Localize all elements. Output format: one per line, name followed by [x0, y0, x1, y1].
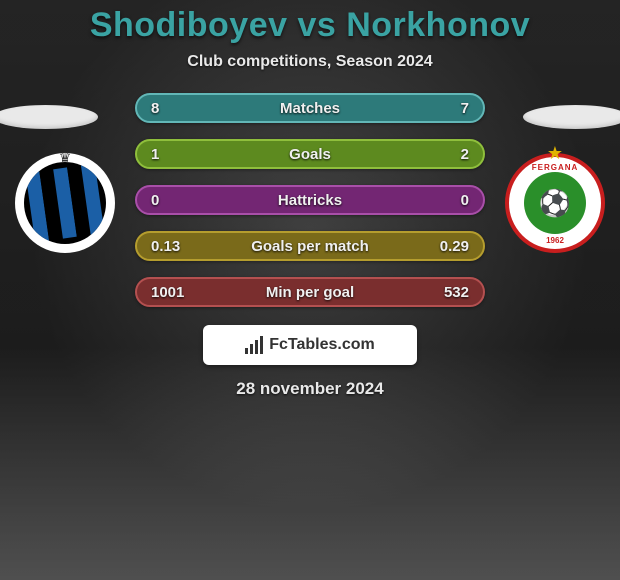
footer-date: 28 november 2024	[236, 379, 383, 399]
stat-right-value: 7	[461, 100, 469, 117]
star-icon: ★	[547, 143, 563, 164]
stats-table: 8Matches7 1Goals2 0Hattricks0 0.13Goals per…	[135, 93, 485, 307]
main-row: ♛ 8Matches7 1Goals2 0Hattricks0 0.13Goals p…	[0, 93, 620, 307]
stat-right-value: 0.29	[440, 238, 469, 255]
left-player-photo-placeholder	[0, 105, 98, 129]
stat-right-value: 0	[461, 192, 469, 209]
page-title: Shodiboyev vs Norkhonov	[90, 6, 530, 45]
stat-left-value: 1001	[151, 284, 184, 301]
crown-icon: ♛	[59, 149, 72, 166]
stat-left-value: 1	[151, 146, 159, 163]
stat-right-value: 532	[444, 284, 469, 301]
stat-row: 0Hattricks0	[135, 185, 485, 215]
chart-icon	[245, 336, 263, 354]
watermark-badge: FcTables.com	[203, 325, 417, 365]
stat-left-value: 8	[151, 100, 159, 117]
stat-right-value: 2	[461, 146, 469, 163]
crest-field: ⚽	[524, 172, 586, 234]
left-team-crest: ♛	[15, 153, 115, 253]
stat-left-value: 0.13	[151, 238, 180, 255]
crest-stripes	[25, 163, 104, 242]
right-player-column: ★ FERGANA ⚽ 1962	[495, 93, 615, 253]
right-player-photo-placeholder	[523, 105, 620, 129]
crest-top-text: FERGANA	[509, 163, 601, 172]
stat-label: Min per goal	[137, 284, 483, 301]
stat-label: Goals	[137, 146, 483, 163]
page-subtitle: Club competitions, Season 2024	[187, 53, 432, 71]
watermark-label: FcTables.com	[269, 336, 375, 354]
stat-label: Hattricks	[137, 192, 483, 209]
content-wrapper: Shodiboyev vs Norkhonov Club competition…	[0, 0, 620, 399]
stat-row: 8Matches7	[135, 93, 485, 123]
crest-bottom-text: 1962	[509, 236, 601, 245]
right-team-crest: ★ FERGANA ⚽ 1962	[505, 153, 605, 253]
crest-inner	[24, 162, 106, 244]
stat-label: Goals per match	[137, 238, 483, 255]
stat-left-value: 0	[151, 192, 159, 209]
stat-row: 1Goals2	[135, 139, 485, 169]
stat-row: 0.13Goals per match0.29	[135, 231, 485, 261]
left-player-column: ♛	[5, 93, 125, 253]
stat-label: Matches	[137, 100, 483, 117]
stat-row: 1001Min per goal532	[135, 277, 485, 307]
